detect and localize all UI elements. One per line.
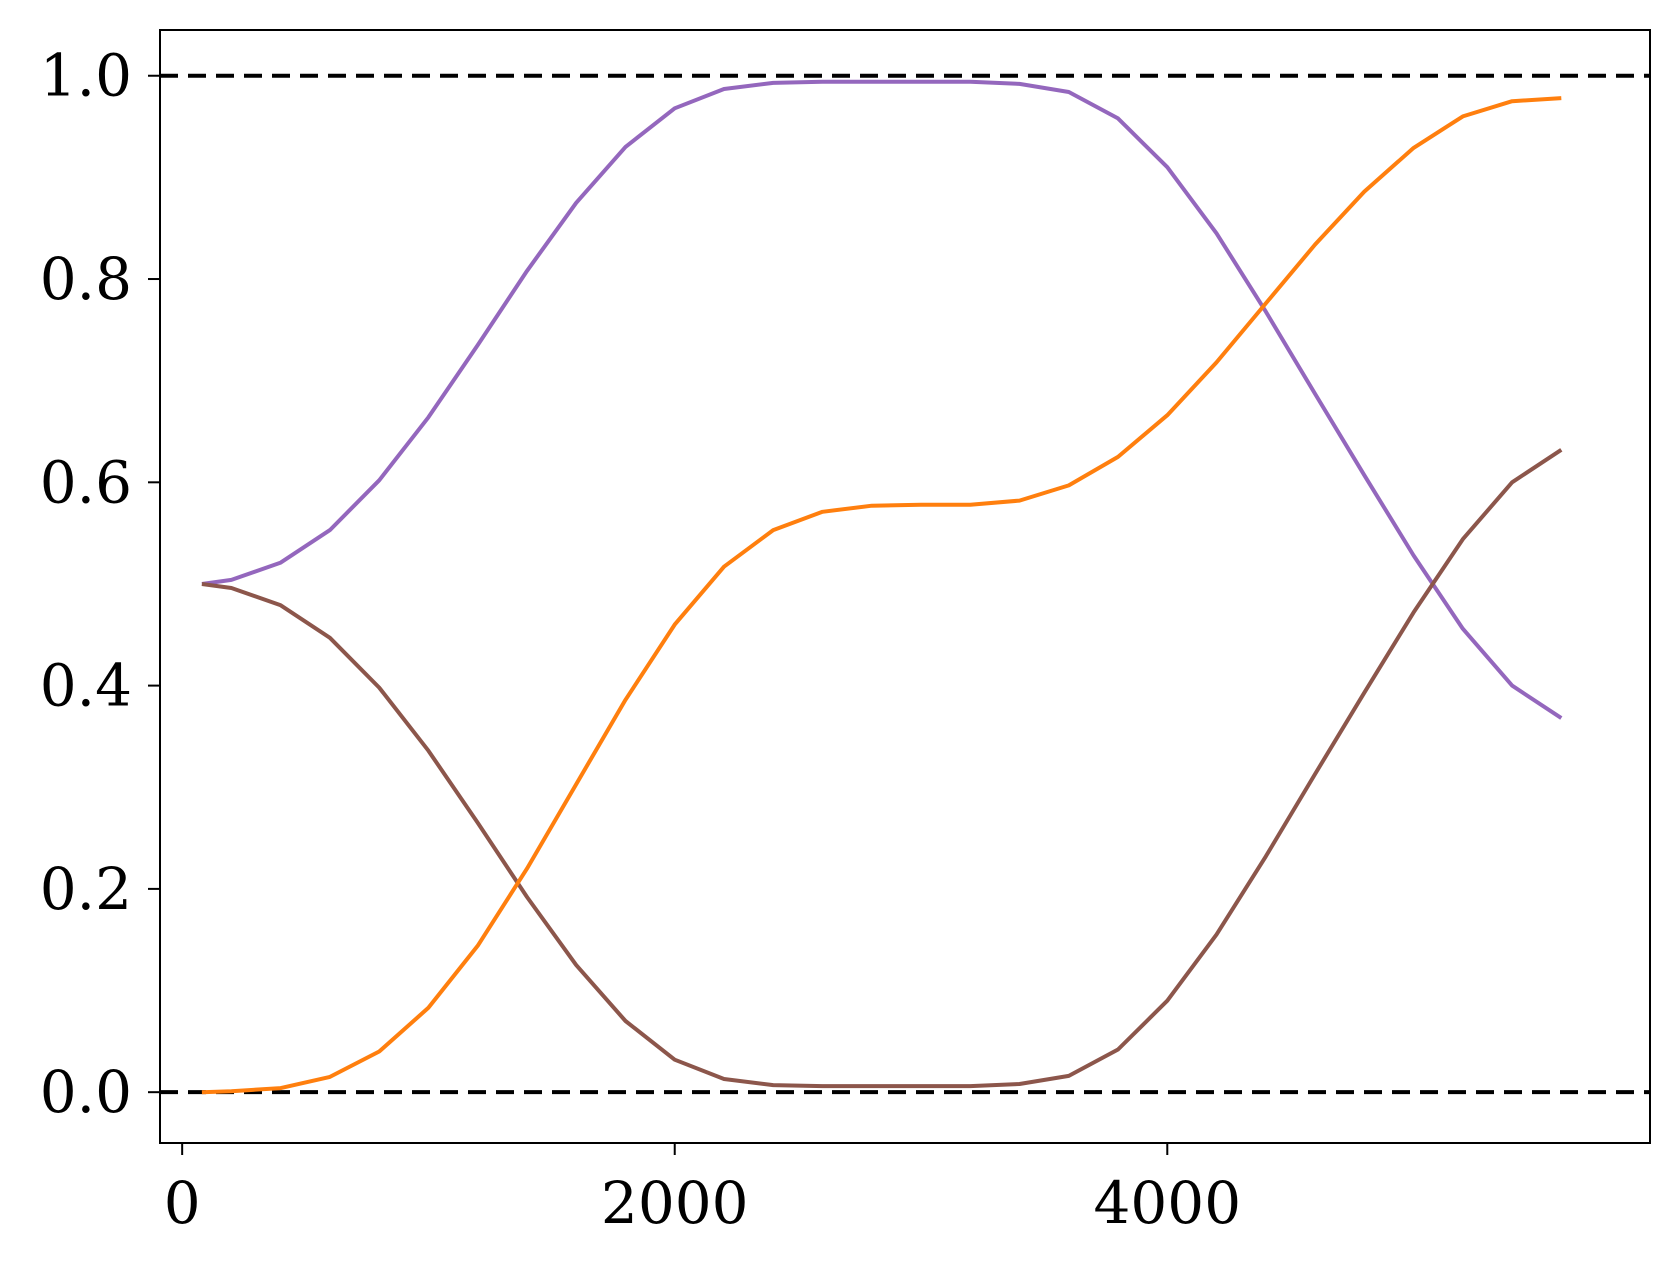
plot-frame	[159, 29, 1651, 1144]
x-axis: 0 2000 4000	[164, 1143, 1241, 1237]
series-line-2	[201, 96, 1562, 1095]
x-tick-label-1: 2000	[601, 1169, 749, 1237]
y-axis: 0.0 0.2 0.4 0.6 0.8 1.0	[40, 42, 160, 1126]
series-layer	[201, 79, 1563, 1095]
x-tick-label-2: 4000	[1093, 1169, 1241, 1237]
y-tick-label-4: 0.8	[40, 245, 132, 313]
y-tick-label-5: 1.0	[40, 42, 132, 110]
y-tick-label-2: 0.4	[40, 652, 132, 720]
y-tick-label-1: 0.2	[40, 855, 132, 923]
reference-lines	[160, 73, 1650, 1095]
y-tick-label-3: 0.6	[40, 448, 132, 516]
series-line-1	[201, 448, 1563, 1089]
series-line-0	[201, 79, 1563, 720]
x-tick-label-0: 0	[164, 1169, 201, 1237]
y-tick-label-0: 0.0	[40, 1058, 132, 1126]
